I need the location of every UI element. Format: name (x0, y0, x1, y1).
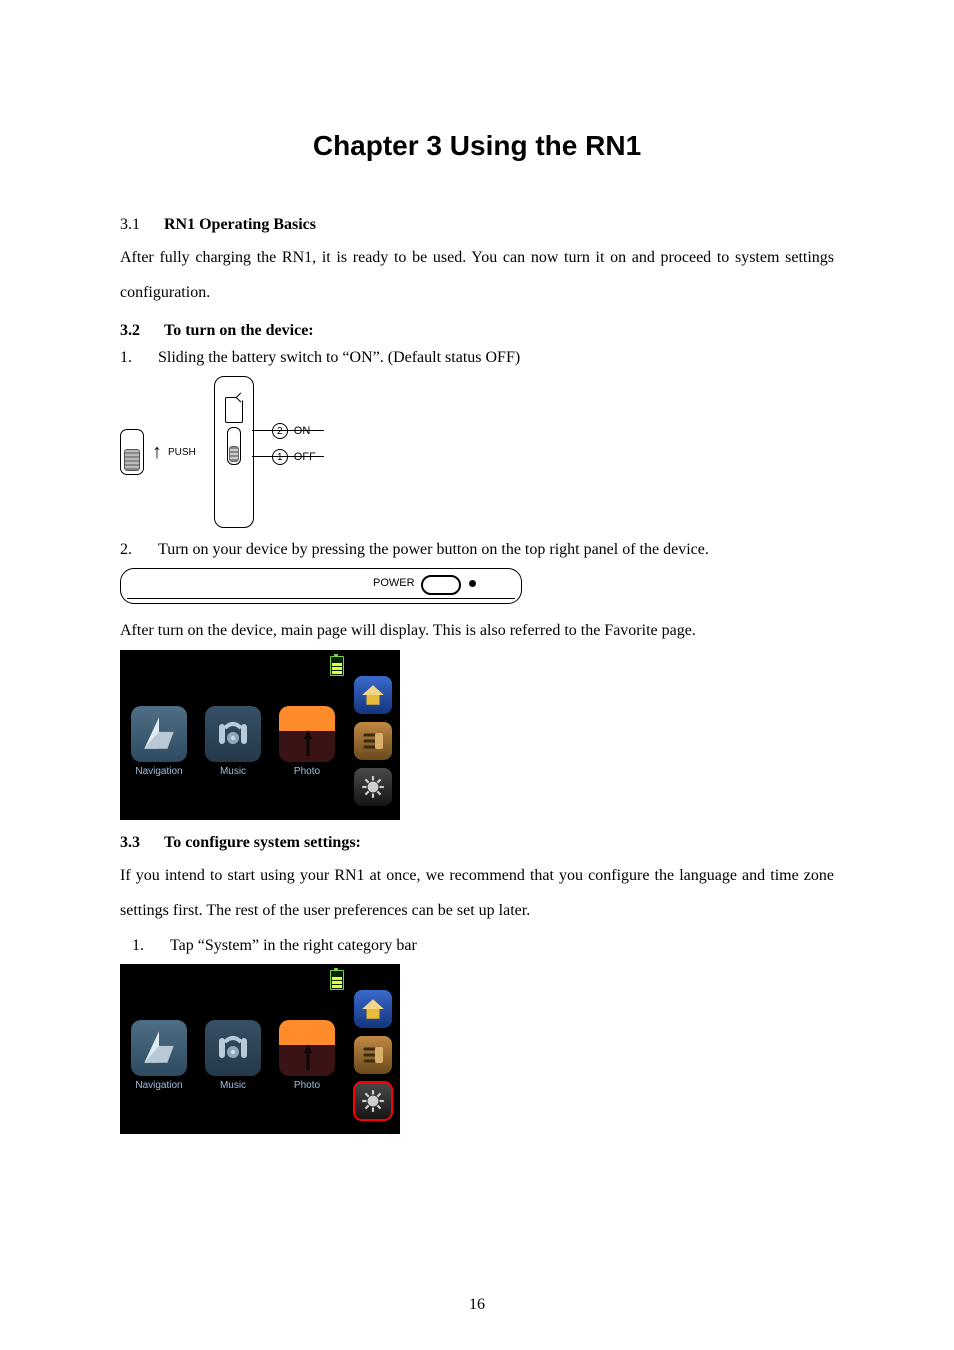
section-title: To configure system settings: (164, 834, 361, 852)
app-photo[interactable]: Photo (276, 706, 338, 790)
app-label: Navigation (135, 766, 182, 777)
step-number: 2. (120, 538, 142, 562)
app-label: Music (220, 766, 246, 777)
category-sidebar (354, 990, 394, 1120)
photo-icon (279, 706, 335, 762)
circled-number-icon: 2 (272, 423, 288, 439)
status-bar (120, 968, 400, 986)
app-row: Navigation Music Photo (128, 706, 348, 790)
navigation-icon (131, 1020, 187, 1076)
slider-thumb (229, 446, 239, 462)
step-3-2-2: 2. Turn on your device by pressing the p… (120, 538, 834, 562)
battery-icon (330, 656, 344, 676)
device-edge (127, 598, 515, 599)
app-navigation[interactable]: Navigation (128, 706, 190, 790)
section-3-1-heading: 3.1 RN1 Operating Basics (120, 216, 834, 234)
callout-label: OFF (294, 451, 316, 463)
sidebar-media[interactable] (354, 722, 392, 760)
callout-label: ON (294, 425, 311, 437)
app-label: Navigation (135, 1080, 182, 1091)
sd-slot-icon (225, 397, 243, 423)
battery-icon (330, 970, 344, 990)
section-number: 3.1 (120, 216, 140, 234)
switch-front-view (214, 376, 254, 528)
step-3-3-1: 1. Tap “System” in the right category ba… (132, 934, 834, 958)
category-sidebar (354, 676, 394, 806)
switch-well (120, 429, 144, 475)
section-title: To turn on the device: (164, 322, 314, 340)
app-photo[interactable]: Photo (276, 1020, 338, 1104)
power-button-icon (421, 575, 461, 595)
app-navigation[interactable]: Navigation (128, 1020, 190, 1104)
switch-callouts: 2 ON 1 OFF (272, 377, 382, 527)
power-label: POWER (373, 577, 415, 589)
circled-number-icon: 1 (272, 449, 288, 465)
sidebar-system[interactable] (354, 1082, 392, 1120)
after-power-text: After turn on the device, main page will… (120, 618, 834, 644)
sidebar-home[interactable] (354, 990, 392, 1028)
switch-knob (124, 449, 140, 471)
slider-track (227, 427, 241, 465)
step-3-2-1: 1. Sliding the battery switch to “ON”. (… (120, 346, 834, 370)
app-label: Music (220, 1080, 246, 1091)
switch-side-view: ↑ PUSH (120, 429, 196, 475)
section-3-2-heading: 3.2 To turn on the device: (120, 322, 834, 340)
step-number: 1. (132, 934, 154, 958)
step-number: 1. (120, 346, 142, 370)
battery-switch-diagram: ↑ PUSH 2 ON 1 OFF (120, 376, 834, 528)
push-label: PUSH (168, 447, 196, 458)
section-title: RN1 Operating Basics (164, 216, 316, 234)
step-text: Turn on your device by pressing the powe… (158, 538, 709, 562)
indicator-dot-icon (469, 580, 476, 587)
home-screen-highlighted: Navigation Music Photo (120, 964, 400, 1134)
home-screen: Navigation Music Photo (120, 650, 400, 820)
app-music[interactable]: Music (202, 1020, 264, 1104)
section-3-3-heading: 3.3 To configure system settings: (120, 834, 834, 852)
photo-icon (279, 1020, 335, 1076)
navigation-icon (131, 706, 187, 762)
step-text: Sliding the battery switch to “ON”. (Def… (158, 346, 520, 370)
callout-off: 1 OFF (272, 449, 316, 465)
sidebar-media[interactable] (354, 1036, 392, 1074)
power-button-diagram: POWER (120, 568, 522, 604)
music-icon (205, 1020, 261, 1076)
sidebar-system[interactable] (354, 768, 392, 806)
music-icon (205, 706, 261, 762)
section-number: 3.3 (120, 834, 140, 852)
app-label: Photo (294, 766, 320, 777)
section-3-3-body: If you intend to start using your RN1 at… (120, 858, 834, 928)
app-row: Navigation Music Photo (128, 1020, 348, 1104)
switch-front-wrap (214, 376, 254, 528)
arrow-up-icon: ↑ (152, 442, 162, 462)
page-number: 16 (0, 1296, 954, 1314)
callout-on: 2 ON (272, 423, 311, 439)
app-label: Photo (294, 1080, 320, 1091)
status-bar (120, 654, 400, 672)
chapter-title: Chapter 3 Using the RN1 (120, 130, 834, 162)
sidebar-home[interactable] (354, 676, 392, 714)
app-music[interactable]: Music (202, 706, 264, 790)
section-number: 3.2 (120, 322, 140, 340)
page: Chapter 3 Using the RN1 3.1 RN1 Operatin… (0, 0, 954, 1350)
step-text: Tap “System” in the right category bar (170, 934, 417, 958)
section-3-1-body: After fully charging the RN1, it is read… (120, 240, 834, 310)
